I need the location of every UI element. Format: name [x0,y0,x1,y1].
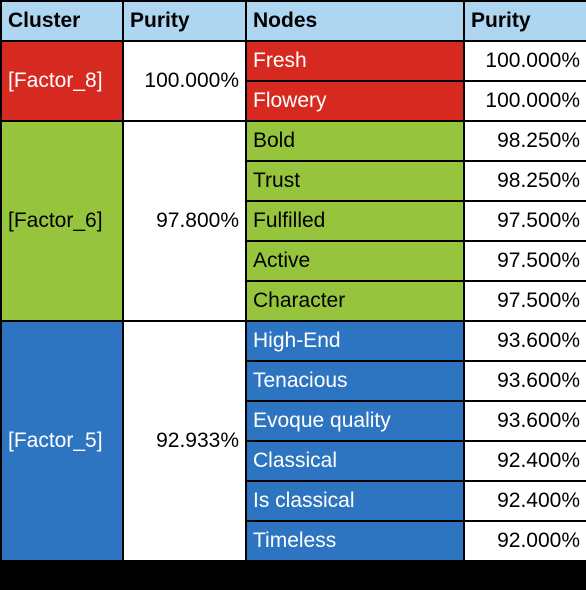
node-purity: 92.000% [463,520,586,562]
node-label: High-End [245,320,465,362]
node-label: Trust [245,160,465,202]
node-label: Fresh [245,40,465,82]
table-row: Timeless 92.000% [1,520,586,562]
node-label: Character [245,280,465,322]
node-purity: 97.500% [463,200,586,242]
table-row: Fulfilled 97.500% [1,200,586,242]
cluster-purity: 97.800% [122,120,247,322]
table-row: Classical 92.400% [1,440,586,482]
node-label: Classical [245,440,465,482]
table-row: [Factor_6] 97.800% Bold 98.250% [0,120,586,322]
table-row: Is classical 92.400% [1,480,586,522]
cluster-name: [Factor_5] [0,320,124,562]
cluster-name: [Factor_6] [0,120,124,322]
table-row: Tenacious 93.600% [1,360,586,402]
node-purity: 93.600% [463,400,586,442]
node-purity: 93.600% [463,360,586,402]
header-row: Cluster Purity Nodes Purity [0,0,586,42]
node-label: Timeless [245,520,465,562]
node-purity: 100.000% [463,80,586,122]
table-row: [Factor_5] 92.933% High-End 93.600% [0,320,586,562]
node-purity: 92.400% [463,480,586,522]
header-cluster: Cluster [0,0,124,42]
node-purity: 98.250% [463,160,586,202]
table-row: Active 97.500% [1,240,586,282]
node-label: Is classical [245,480,465,522]
node-label: Flowery [245,80,465,122]
cluster-purity: 92.933% [122,320,247,562]
header-cluster-purity: Purity [122,0,247,42]
node-label: Active [245,240,465,282]
node-purity: 98.250% [463,120,586,162]
node-label: Tenacious [245,360,465,402]
table-row: Trust 98.250% [1,160,586,202]
node-label: Evoque quality [245,400,465,442]
table-row: Character 97.500% [1,280,586,322]
node-purity: 97.500% [463,240,586,282]
node-purity: 93.600% [463,320,586,362]
node-label: Fulfilled [245,200,465,242]
node-label: Bold [245,120,465,162]
table-row: Evoque quality 93.600% [1,400,586,442]
cluster-purity: 100.000% [122,40,247,122]
header-nodes: Nodes [245,0,465,42]
header-node-purity: Purity [463,0,586,42]
node-purity: 92.400% [463,440,586,482]
table-row: [Factor_8] 100.000% Fresh 100.000% [0,40,586,122]
node-purity: 97.500% [463,280,586,322]
node-purity: 100.000% [463,40,586,82]
cluster-name: [Factor_8] [0,40,124,122]
cluster-purity-table: Cluster Purity Nodes Purity [Factor_8] 1… [0,0,586,562]
